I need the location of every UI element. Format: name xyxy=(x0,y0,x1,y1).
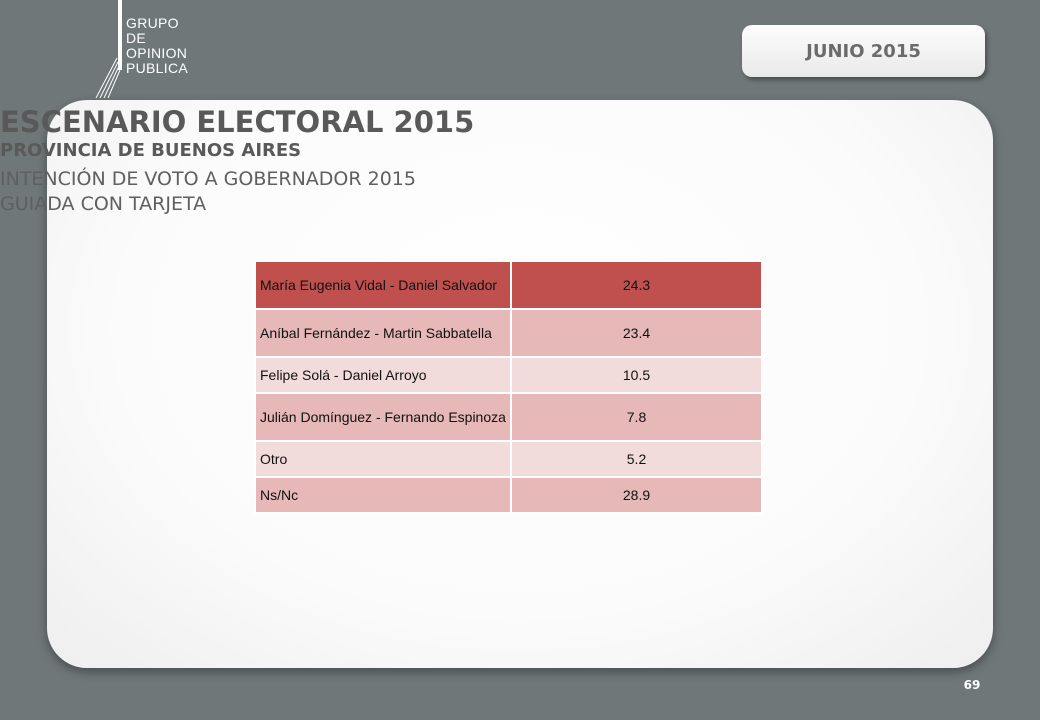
logo-lines-icon xyxy=(95,0,122,99)
slide-title: ESCENARIO ELECTORAL 2015 xyxy=(0,105,475,139)
vote-percentage-cell: 24.3 xyxy=(510,260,763,310)
table-row: Ns/Nc 28.9 xyxy=(254,476,763,514)
page-number: 69 xyxy=(963,678,981,692)
table-row: Aníbal Fernández - Martin Sabbatella 23.… xyxy=(254,308,763,358)
vote-percentage-cell: 5.2 xyxy=(510,440,763,478)
table-row: Julián Domínguez - Fernando Espinoza 7.8 xyxy=(254,392,763,442)
logo-line-4: PUBLICA xyxy=(126,60,189,76)
vote-percentage-cell: 7.8 xyxy=(510,392,763,442)
table-row: Otro 5.2 xyxy=(254,440,763,478)
vote-intention-table: María Eugenia Vidal - Daniel Salvador 24… xyxy=(254,260,763,514)
slide-subtitle: PROVINCIA DE BUENOS AIRES xyxy=(0,140,302,161)
logo-text: GRUPO DE OPINION PUBLICA xyxy=(126,16,188,76)
candidate-name-cell: Ns/Nc xyxy=(254,476,512,514)
grupo-opinion-publica-logo: GRUPO DE OPINION PUBLICA xyxy=(86,0,226,100)
candidate-name-cell: María Eugenia Vidal - Daniel Salvador xyxy=(254,260,512,310)
table-row: María Eugenia Vidal - Daniel Salvador 24… xyxy=(254,260,763,310)
table-row: Felipe Solá - Daniel Arroyo 10.5 xyxy=(254,356,763,394)
logo-line-1: GRUPO xyxy=(126,15,179,31)
candidate-name-cell: Julián Domínguez - Fernando Espinoza xyxy=(254,392,512,442)
vote-percentage-cell: 10.5 xyxy=(510,356,763,394)
candidate-name-cell: Felipe Solá - Daniel Arroyo xyxy=(254,356,512,394)
vote-percentage-cell: 28.9 xyxy=(510,476,763,514)
date-badge: JUNIO 2015 xyxy=(742,25,985,77)
logo-line-2: DE xyxy=(126,30,147,46)
slide-description-line-2: GUIADA CON TARJETA xyxy=(0,193,207,215)
candidate-name-cell: Otro xyxy=(254,440,512,478)
logo-line-3: OPINION xyxy=(126,45,188,61)
slide-description-line-1: INTENCIÓN DE VOTO A GOBERNADOR 2015 xyxy=(0,168,416,190)
vote-percentage-cell: 23.4 xyxy=(510,308,763,358)
candidate-name-cell: Aníbal Fernández - Martin Sabbatella xyxy=(254,308,512,358)
